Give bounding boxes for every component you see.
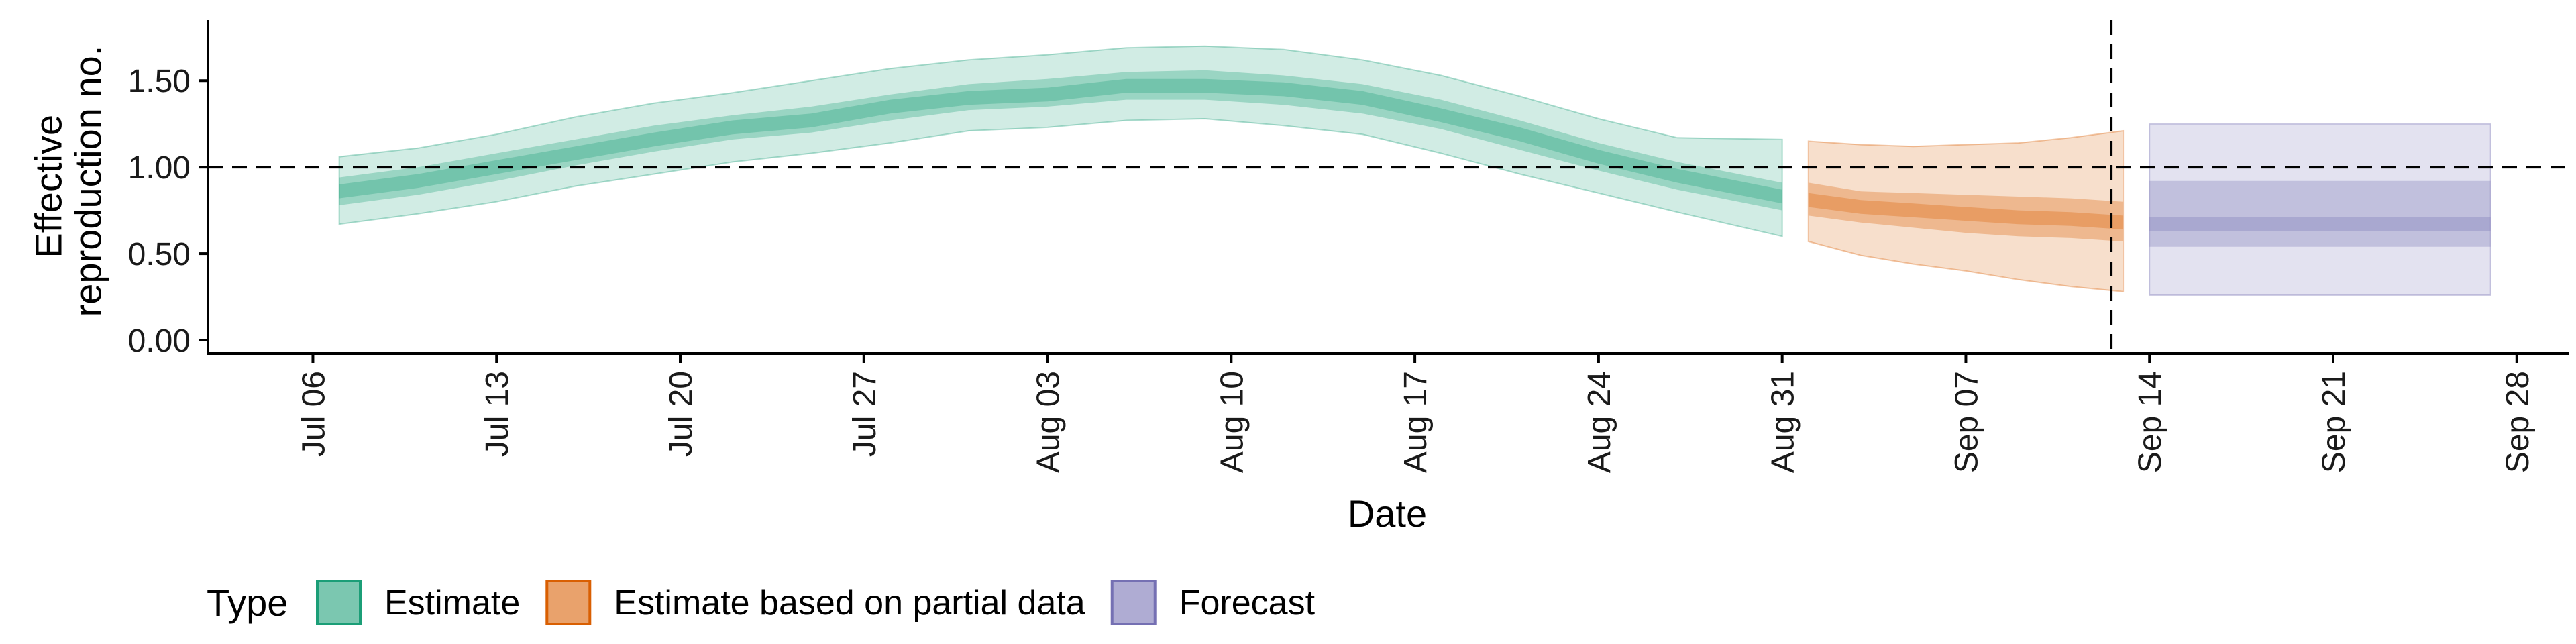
x-tick-label: Jul 27 — [847, 371, 883, 457]
x-tick-label: Jul 06 — [296, 371, 331, 457]
forecast-band-90 — [2149, 123, 2491, 296]
legend-swatch-forecast — [1110, 580, 1157, 625]
legend: Type Estimate Estimate based on partial d… — [207, 580, 1316, 625]
estimate-based-on-partial-data-median-band — [1808, 193, 2124, 229]
x-tick-label: Aug 17 — [1398, 371, 1434, 473]
legend-swatch-estimate — [316, 580, 362, 625]
x-tick-label: Sep 21 — [2316, 371, 2352, 473]
x-tick-label: Aug 10 — [1214, 371, 1250, 473]
y-axis-title: Effective reproduction no. — [28, 46, 109, 317]
legend-label-forecast: Forecast — [1179, 584, 1316, 623]
estimate-based-on-partial-data-band-50 — [1808, 182, 2124, 241]
legend-swatch-estimate-based-on-partial-data — [545, 580, 592, 625]
legend-entries: Estimate Estimate based on partial data Fo… — [316, 580, 1316, 625]
x-tick-label: Sep 14 — [2133, 371, 2168, 473]
estimate-bands — [338, 45, 2491, 296]
x-tick-label: Jul 13 — [480, 371, 515, 457]
y-tick-label: 0.50 — [128, 237, 191, 272]
x-axis-title: Date — [1348, 492, 1427, 535]
y-tick-label: 1.50 — [128, 64, 191, 99]
y-tick-label: 0.00 — [128, 323, 191, 359]
forecast-band-50 — [2149, 180, 2491, 247]
x-axis-ticks: Jul 06 Jul 13 Jul 20 Jul 27 Aug 03 Aug 10 Aug … — [296, 354, 2536, 473]
legend-label-estimate-based-on-partial-data: Estimate based on partial data — [614, 584, 1085, 623]
legend-label-estimate: Estimate — [384, 584, 520, 623]
estimate-band-90 — [338, 45, 1783, 237]
x-tick-label: Aug 03 — [1031, 371, 1067, 473]
x-tick-label: Jul 20 — [663, 371, 699, 457]
forecast-median-band — [2149, 217, 2491, 231]
x-tick-label: Sep 28 — [2500, 371, 2536, 473]
y-axis-title-line-1: Effective — [28, 115, 70, 258]
x-tick-label: Aug 31 — [1766, 371, 1801, 473]
y-tick-label: 1.00 — [128, 150, 191, 186]
y-axis-title-line-2: reproduction no. — [66, 46, 109, 317]
legend-title: Type — [207, 582, 288, 624]
estimate-band-50 — [339, 70, 1782, 211]
x-tick-label: Aug 24 — [1582, 371, 1617, 473]
y-axis-ticks: 0.00 0.50 1.00 1.50 — [128, 64, 208, 359]
x-tick-label: Sep 07 — [1949, 371, 1984, 473]
estimate-based-on-partial-data-band-90 — [1807, 129, 2125, 292]
estimate-median-band — [339, 78, 1782, 204]
